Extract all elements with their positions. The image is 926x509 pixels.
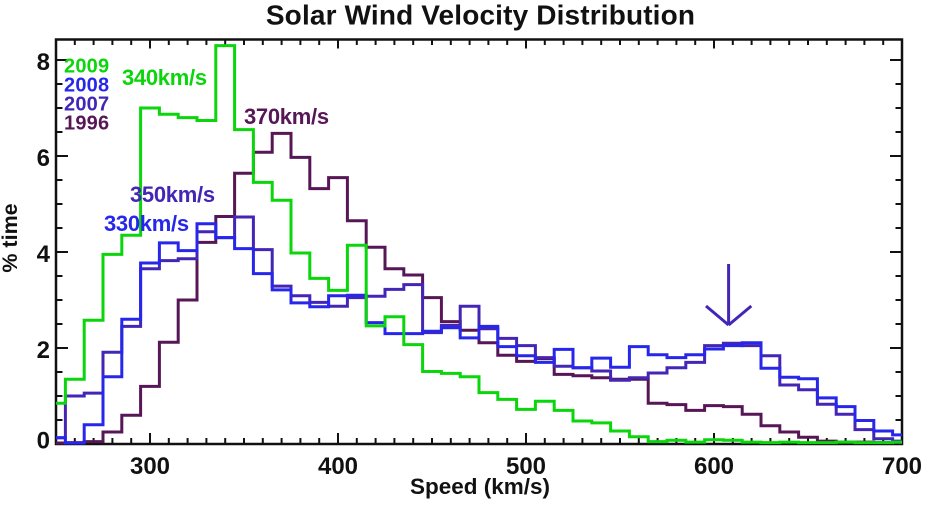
svg-text:8: 8 xyxy=(37,49,50,76)
svg-text:0: 0 xyxy=(37,428,50,455)
svg-text:700: 700 xyxy=(882,453,922,480)
svg-text:Solar Wind Velocity Distributi: Solar Wind Velocity Distribution xyxy=(266,0,695,31)
svg-text:600: 600 xyxy=(694,453,734,480)
svg-text:330km/s: 330km/s xyxy=(104,211,189,236)
svg-text:400: 400 xyxy=(318,453,358,480)
svg-text:Speed (km/s): Speed (km/s) xyxy=(410,474,550,499)
svg-text:2007: 2007 xyxy=(64,94,109,116)
svg-text:500: 500 xyxy=(506,453,546,480)
svg-text:350km/s: 350km/s xyxy=(130,182,215,207)
svg-text:2: 2 xyxy=(37,337,50,364)
svg-text:6: 6 xyxy=(37,145,50,172)
svg-text:300: 300 xyxy=(130,453,170,480)
svg-text:1996: 1996 xyxy=(64,113,109,135)
svg-text:370km/s: 370km/s xyxy=(244,104,329,129)
svg-text:2009: 2009 xyxy=(64,56,109,78)
svg-text:2008: 2008 xyxy=(64,75,109,97)
svg-text:340km/s: 340km/s xyxy=(122,65,207,90)
svg-text:4: 4 xyxy=(37,241,51,268)
svg-text:% time: % time xyxy=(0,203,22,272)
